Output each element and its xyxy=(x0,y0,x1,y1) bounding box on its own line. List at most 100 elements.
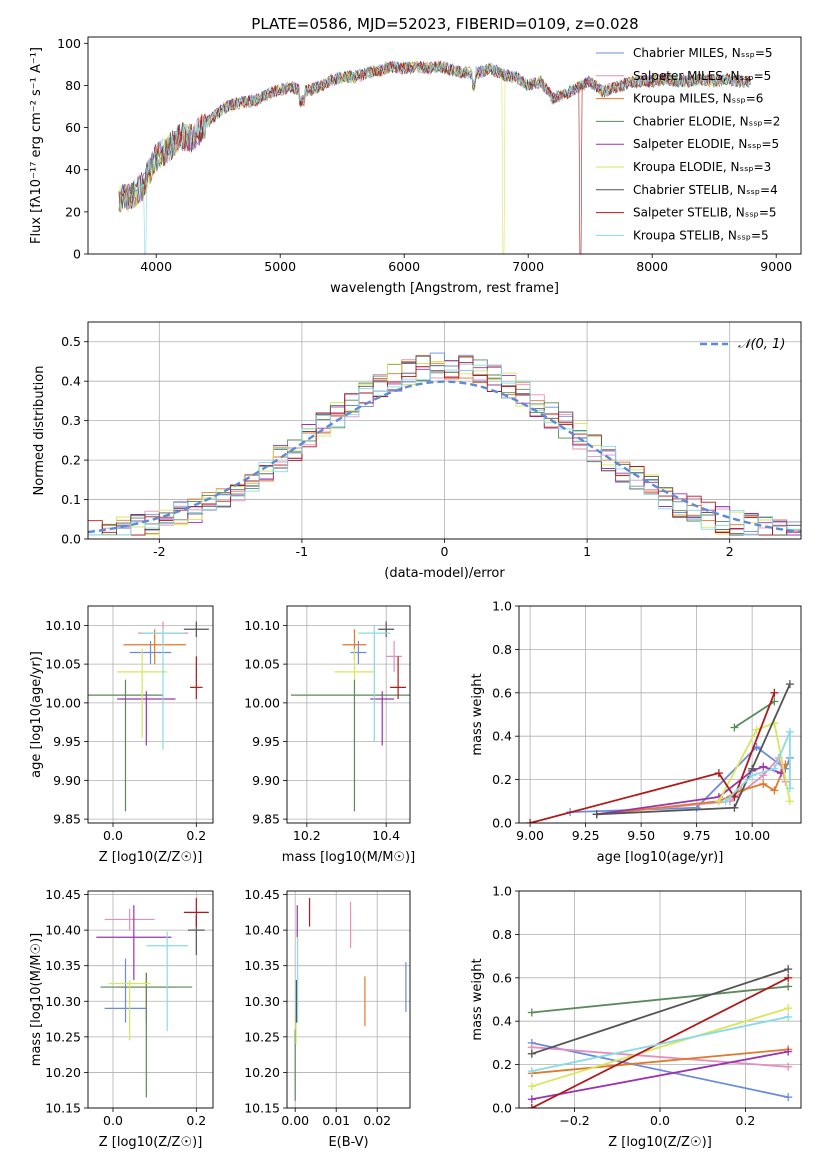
x-axis-label: Z [log10(Z/Z☉)] xyxy=(99,1135,203,1150)
x-tick-label: -1 xyxy=(296,544,308,559)
y-tick-label: 1.0 xyxy=(492,599,512,614)
y-tick-label: 0.0 xyxy=(492,1101,512,1116)
errorbar-salpeter_elodie xyxy=(96,905,172,980)
figure-title: PLATE=0586, MJD=52023, FIBERID=0109, z=0… xyxy=(251,15,638,33)
y-axis-label: Flux [fλ10⁻¹⁷ erg cm⁻² s⁻¹ A⁻¹] xyxy=(29,47,44,244)
y-tick-label: 80 xyxy=(65,78,81,93)
legend-label-salpeter_stelib: Salpeter STELIB, Nₛₛₚ=5 xyxy=(633,206,777,220)
x-tick-label: -2 xyxy=(153,544,165,559)
spectrum-line-kroupa_stelib xyxy=(118,60,751,254)
y-tick-label: 10.05 xyxy=(244,657,280,672)
x-tick-label: 9.50 xyxy=(627,828,655,843)
y-tick-label: 0.8 xyxy=(492,927,512,942)
weight-line xyxy=(531,1046,789,1068)
weight-series-chabrier_elodie xyxy=(527,982,793,1017)
y-tick-label: 10.10 xyxy=(45,618,81,633)
y-tick-label: 40 xyxy=(65,162,81,177)
legend-label-gaussian: 𝒩(0, 1) xyxy=(738,337,785,352)
x-tick-label: 0.0 xyxy=(103,828,123,843)
errorbar-chabrier_elodie xyxy=(100,972,193,1098)
legend-label-kroupa_elodie: Kroupa ELODIE, Nₛₛₚ=3 xyxy=(633,160,771,174)
y-tick-label: 9.85 xyxy=(252,812,280,827)
errorbar-kroupa_stelib xyxy=(358,625,391,742)
x-axis-label: (data-model)/error xyxy=(384,566,505,581)
x-tick-label: 8000 xyxy=(636,259,668,274)
x-tick-label: 0.2 xyxy=(186,828,206,843)
legend-label-chabrier_elodie: Chabrier ELODIE, Nₛₛₚ=2 xyxy=(633,114,780,128)
weight-series-chabrier_elodie xyxy=(730,697,779,732)
x-tick-label: 7000 xyxy=(512,259,544,274)
legend-label-salpeter_miles: Salpeter MILES, Nₛₛₚ=5 xyxy=(633,69,771,83)
errorbar-chabrier_elodie xyxy=(290,679,410,812)
legend-label-kroupa_miles: Kroupa MILES, Nₛₛₚ=6 xyxy=(633,92,763,106)
weight-line xyxy=(531,968,789,1055)
y-tick-label: 0.4 xyxy=(492,1014,512,1029)
x-tick-label: 0.02 xyxy=(363,1113,391,1128)
y-tick-label: 10.45 xyxy=(244,887,280,902)
errorbar-kroupa_elodie xyxy=(108,979,151,1041)
legend-label-chabrier_miles: Chabrier MILES, Nₛₛₚ=5 xyxy=(633,46,773,60)
y-tick-label: 20 xyxy=(65,204,81,219)
y-tick-label: 10.00 xyxy=(45,695,81,710)
axes-ebv_mass: 0.00 0.01 0.02 10.15 10.20 10.25 10.30 10.35 10.… xyxy=(244,887,411,1150)
y-tick-label: 0.4 xyxy=(492,729,512,744)
x-tick-label: 9.00 xyxy=(516,828,544,843)
weight-series-chabrier_stelib xyxy=(527,965,793,1058)
errorbar-kroupa_elodie xyxy=(117,648,168,738)
x-tick-label: 10.4 xyxy=(372,828,400,843)
weight-line xyxy=(529,692,776,823)
x-tick-label: 0.2 xyxy=(186,1113,206,1128)
x-tick-label: 5000 xyxy=(264,259,296,274)
x-tick-label: 1 xyxy=(583,544,591,559)
axes-z_mass: 0.0 0.2 10.15 10.20 10.25 10.30 10.35 10.40 10.4… xyxy=(29,887,214,1150)
y-tick-label: 0.5 xyxy=(61,334,81,349)
y-tick-label: 0.0 xyxy=(492,816,512,831)
axes-z_weight: −0.2 0.0 0.2 0.0 0.2 0.4 0.6 0.8 1.0 Z [log10(Z/Z… xyxy=(470,884,802,1150)
x-axis-label: E(B-V) xyxy=(328,1135,368,1150)
y-tick-label: 0.2 xyxy=(492,1057,512,1072)
legend-label-salpeter_elodie: Salpeter ELODIE, Nₛₛₚ=5 xyxy=(633,137,779,151)
plot-frame xyxy=(87,605,214,824)
errorbar-chabrier_stelib xyxy=(378,621,395,637)
y-tick-label: 0.4 xyxy=(61,374,81,389)
y-tick-label: 10.25 xyxy=(244,1029,280,1044)
y-tick-label: 10.10 xyxy=(244,618,280,633)
weight-line xyxy=(531,1048,789,1075)
errorbar-kroupa_stelib xyxy=(146,931,188,1032)
axes-mass_age: 10.2 10.4 9.85 9.90 9.95 10.00 10.05 10.10 mass … xyxy=(244,605,415,865)
y-tick-label: 10.35 xyxy=(244,958,280,973)
errorbar-salpeter_stelib xyxy=(390,656,407,699)
plot-frame xyxy=(286,605,411,824)
y-axis-label: age [log10(age/yr)] xyxy=(29,651,44,778)
y-tick-label: 9.90 xyxy=(53,773,81,788)
legend-label-chabrier_stelib: Chabrier STELIB, Nₛₛₚ=4 xyxy=(633,183,778,197)
y-tick-label: 10.40 xyxy=(45,923,81,938)
y-tick-label: 0.2 xyxy=(61,453,81,468)
errorbar-salpeter_miles xyxy=(386,640,403,672)
x-axis-label: wavelength [Angstrom, rest frame] xyxy=(330,281,559,296)
weight-series-salpeter_stelib xyxy=(527,973,793,1108)
x-tick-label: 0 xyxy=(441,544,449,559)
weight-line xyxy=(531,985,789,1014)
errorbar-kroupa_miles xyxy=(123,629,186,665)
y-tick-label: 9.95 xyxy=(252,734,280,749)
weight-series-kroupa_elodie xyxy=(527,1004,793,1091)
y-tick-label: 9.95 xyxy=(53,734,81,749)
x-tick-label: 9.25 xyxy=(572,828,600,843)
weight-line xyxy=(724,731,791,802)
spectrum-line-salpeter_stelib xyxy=(118,60,751,254)
x-tick-label: 10.2 xyxy=(293,828,321,843)
gaussian-curve xyxy=(88,380,801,534)
y-axis-label: Normed distribution xyxy=(32,366,47,496)
errorbar-kroupa_elodie xyxy=(334,648,375,680)
plot-frame xyxy=(518,605,802,824)
weight-line xyxy=(531,1016,789,1072)
axes-residuals: -2 -1 0 1 2 0.0 0.1 0.2 0.3 0.4 0.5 (data-model)/er… xyxy=(32,321,802,581)
x-tick-label: −0.2 xyxy=(559,1113,589,1128)
x-tick-label: 10.00 xyxy=(734,828,770,843)
x-tick-label: 2 xyxy=(726,544,734,559)
y-tick-label: 10.20 xyxy=(45,1065,81,1080)
x-axis-label: mass [log10(M/M☉)] xyxy=(282,850,415,865)
y-tick-label: 100 xyxy=(57,36,81,51)
weight-line xyxy=(596,764,787,816)
